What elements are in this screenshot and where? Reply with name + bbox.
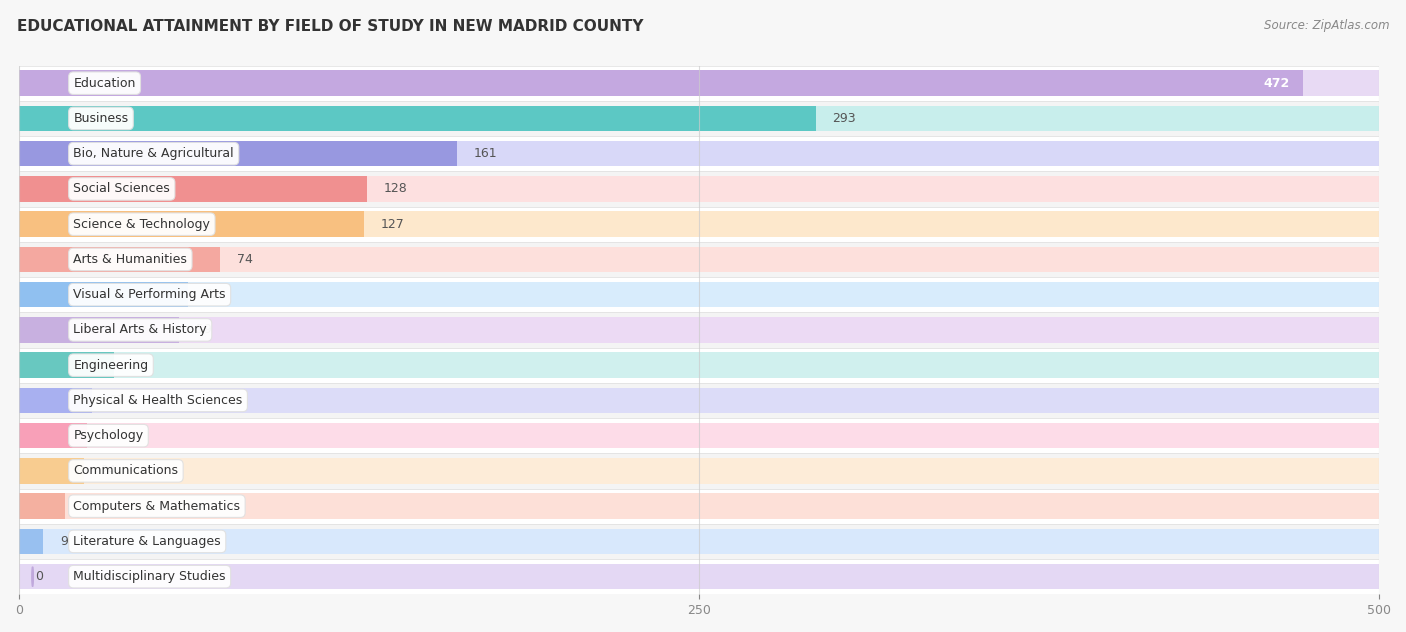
Bar — [20, 564, 1379, 590]
Text: 74: 74 — [236, 253, 253, 266]
Bar — [20, 494, 1379, 519]
Text: 62: 62 — [204, 288, 219, 301]
Bar — [20, 106, 815, 131]
Bar — [20, 71, 1379, 96]
Text: Liberal Arts & History: Liberal Arts & History — [73, 324, 207, 336]
Bar — [20, 141, 457, 166]
Circle shape — [32, 109, 34, 128]
Bar — [20, 317, 180, 343]
Circle shape — [32, 250, 34, 269]
Bar — [20, 207, 1379, 242]
Text: Social Sciences: Social Sciences — [73, 183, 170, 195]
Bar — [20, 387, 93, 413]
Circle shape — [32, 426, 34, 446]
Circle shape — [32, 179, 34, 199]
Text: Engineering: Engineering — [73, 359, 149, 372]
Circle shape — [32, 73, 34, 93]
Text: 9: 9 — [60, 535, 67, 548]
Circle shape — [32, 532, 34, 551]
Bar — [20, 387, 1379, 413]
Text: Source: ZipAtlas.com: Source: ZipAtlas.com — [1264, 19, 1389, 32]
Circle shape — [32, 391, 34, 410]
Bar — [20, 136, 1379, 171]
Bar — [20, 176, 1379, 202]
Text: 472: 472 — [1263, 76, 1289, 90]
Text: 59: 59 — [195, 324, 212, 336]
Circle shape — [32, 461, 34, 481]
Bar — [20, 212, 1379, 237]
Bar — [20, 494, 65, 519]
Text: Psychology: Psychology — [73, 429, 143, 442]
Text: Science & Technology: Science & Technology — [73, 217, 211, 231]
Text: 25: 25 — [103, 429, 120, 442]
Bar — [20, 176, 367, 202]
Text: 161: 161 — [474, 147, 496, 160]
Bar — [20, 559, 1379, 594]
Text: 27: 27 — [108, 394, 125, 407]
Bar — [20, 212, 364, 237]
Bar — [20, 71, 1303, 96]
Bar — [20, 353, 114, 378]
Circle shape — [32, 496, 34, 516]
Bar — [20, 246, 1379, 272]
Text: Arts & Humanities: Arts & Humanities — [73, 253, 187, 266]
Text: 24: 24 — [101, 465, 117, 477]
Bar — [20, 141, 1379, 166]
Text: Business: Business — [73, 112, 128, 125]
Circle shape — [32, 320, 34, 340]
Bar — [20, 317, 1379, 343]
Bar — [20, 101, 1379, 136]
Bar — [20, 277, 1379, 312]
Bar — [20, 383, 1379, 418]
Bar — [20, 106, 1379, 131]
Bar — [20, 529, 1379, 554]
Bar — [20, 489, 1379, 524]
Bar — [20, 348, 1379, 383]
Bar — [20, 242, 1379, 277]
Circle shape — [32, 144, 34, 164]
Bar — [20, 529, 44, 554]
Text: 293: 293 — [832, 112, 856, 125]
Bar — [20, 282, 187, 307]
Bar — [20, 418, 1379, 453]
Text: 128: 128 — [384, 183, 408, 195]
Circle shape — [32, 567, 34, 586]
Text: Literature & Languages: Literature & Languages — [73, 535, 221, 548]
Text: Communications: Communications — [73, 465, 179, 477]
Text: Bio, Nature & Agricultural: Bio, Nature & Agricultural — [73, 147, 233, 160]
Bar — [20, 524, 1379, 559]
Text: Education: Education — [73, 76, 136, 90]
Circle shape — [32, 214, 34, 234]
Text: 17: 17 — [82, 500, 97, 513]
Bar — [20, 423, 87, 448]
Text: Visual & Performing Arts: Visual & Performing Arts — [73, 288, 226, 301]
Text: Physical & Health Sciences: Physical & Health Sciences — [73, 394, 243, 407]
Bar — [20, 453, 1379, 489]
Circle shape — [32, 285, 34, 305]
Text: 35: 35 — [131, 359, 146, 372]
Bar — [20, 353, 1379, 378]
Bar — [20, 171, 1379, 207]
Bar — [20, 458, 84, 483]
Text: 0: 0 — [35, 570, 44, 583]
Text: Computers & Mathematics: Computers & Mathematics — [73, 500, 240, 513]
Circle shape — [32, 355, 34, 375]
Bar — [20, 66, 1379, 101]
Bar — [20, 282, 1379, 307]
Bar — [20, 246, 221, 272]
Bar — [20, 458, 1379, 483]
Text: EDUCATIONAL ATTAINMENT BY FIELD OF STUDY IN NEW MADRID COUNTY: EDUCATIONAL ATTAINMENT BY FIELD OF STUDY… — [17, 19, 644, 34]
Text: Multidisciplinary Studies: Multidisciplinary Studies — [73, 570, 226, 583]
Text: 127: 127 — [381, 217, 405, 231]
Bar — [20, 312, 1379, 348]
Bar — [20, 423, 1379, 448]
